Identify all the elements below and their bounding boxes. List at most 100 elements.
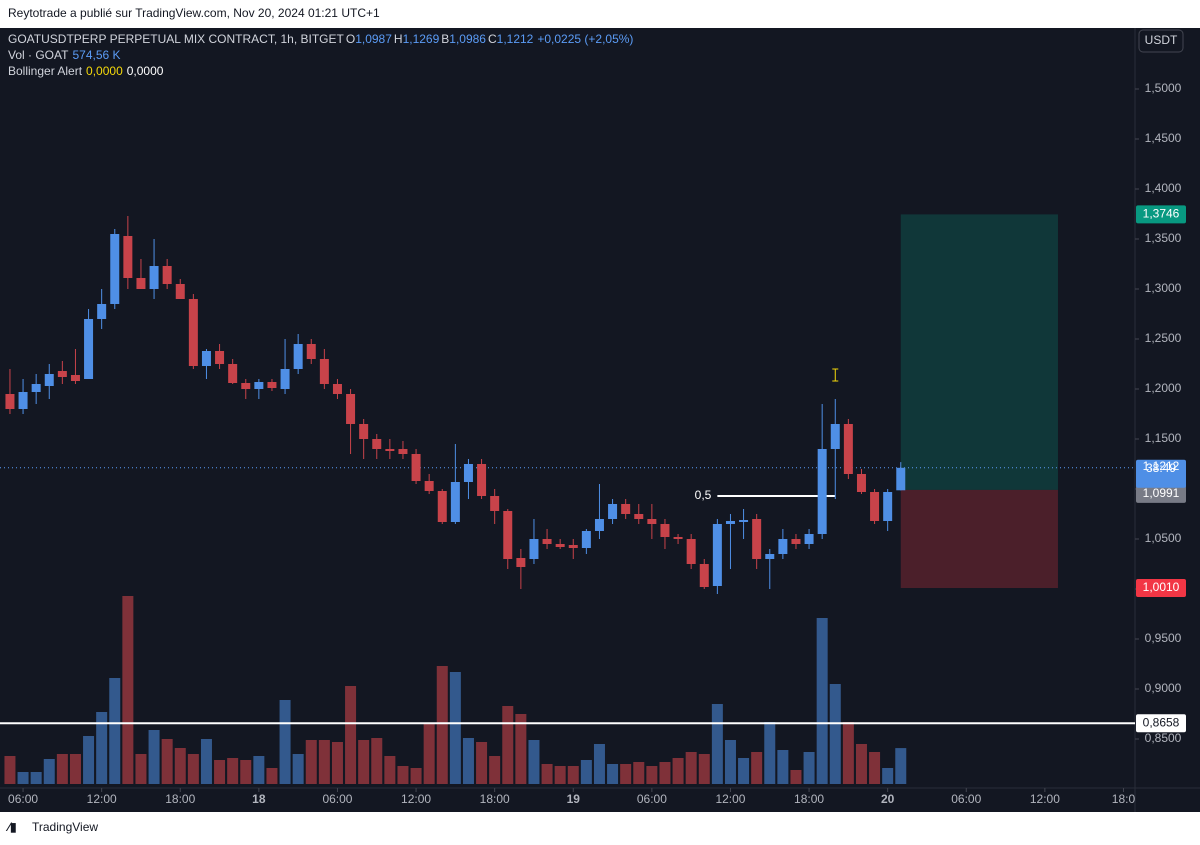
candle-body [424,481,434,491]
candle-body [856,474,866,492]
volume-bar [318,740,330,784]
volume-bar [371,738,383,784]
candle-body [241,383,251,389]
volume-bar [738,758,750,784]
last-price-label-box [1136,459,1186,488]
candle-body [280,369,290,389]
candle-body [529,539,539,559]
entry-label-box [1136,484,1186,503]
volume-bar [869,752,881,784]
volume-bar [685,752,697,784]
volume-bar [227,758,239,784]
candle-body [725,521,735,524]
volume-bar [4,756,16,784]
stop-label-box [1136,579,1186,597]
volume-bar [541,764,553,784]
volume-bar [698,754,710,784]
fib-label: 0,5 [695,488,712,502]
volume-bar [882,768,894,784]
volume-bar [803,752,815,784]
volume-bar [358,740,370,784]
volume-bar [528,740,540,784]
y-tick-label: 1,5000 [1145,81,1182,95]
y-tick-label: 1,3000 [1145,281,1182,295]
candle-body [621,504,631,514]
legend-value: 1,0986 [449,32,486,46]
volume-bar [397,766,409,784]
volume-bar [423,724,435,784]
alert-value: 0,0000 [127,64,164,78]
x-tick-label: 06:00 [8,792,38,806]
volume-bar [109,678,121,784]
candle-body [581,531,591,548]
x-tick-label: 20 [881,792,895,806]
x-tick-label: 12:00 [1030,792,1060,806]
y-tick-label: 1,4000 [1145,181,1182,195]
countdown: 38:49 [1146,461,1176,475]
candle-body [686,539,696,564]
candle-body [398,449,408,454]
legend-key: B [441,32,449,46]
legend-title: GOATUSDTPERP PERPETUAL MIX CONTRACT, 1h,… [8,32,345,46]
x-tick-label: 06:00 [322,792,352,806]
volume-bar [829,684,841,784]
volume-bar [174,748,186,784]
volume-bar [489,756,501,784]
brand: TradingView [32,820,98,834]
candle-body [267,382,277,388]
volume-bar [816,618,828,784]
candle-body [804,534,814,544]
volume-bar [384,756,396,784]
x-tick-label: 18 [252,792,266,806]
x-tick-label: 12:00 [87,792,117,806]
y-tick-label: 0,8500 [1145,731,1182,745]
x-tick-label: 12:00 [401,792,431,806]
volume-bar [633,762,645,784]
volume-bar [567,766,579,784]
published-note: Reytotrade a publié sur TradingView.com,… [8,6,380,20]
legend-value: 1,0987 [355,32,392,46]
candle-body [896,467,906,491]
candle-body [175,284,185,299]
candle-body [660,524,670,537]
volume-bar [711,704,723,784]
volume-bar [266,768,278,784]
volume-bar [593,744,605,784]
currency-box[interactable] [1138,29,1184,53]
candle-body [57,371,67,377]
candle-body [791,539,801,544]
candle-body [411,454,421,481]
volume-bar [777,750,789,784]
alert-marker [832,368,839,382]
volume-bar [476,742,488,784]
chart-pane [0,28,1200,812]
volume-legend: Vol · GOAT [8,48,69,62]
candle-body [516,558,526,567]
target-label: 1,3746 [1143,207,1180,221]
candle-body [293,344,303,369]
x-tick-label: 06:00 [637,792,667,806]
volume-bar [214,760,226,784]
volume-bar [580,760,592,784]
volume-bar [122,596,134,784]
candle-body [778,539,788,554]
brand-logo: ⁄▮ [5,820,17,834]
candle-body [110,234,120,304]
candle-body [542,539,552,544]
volume-bar [620,764,632,784]
candle-body [555,544,565,547]
candle-body [634,514,644,519]
candle-body [673,537,683,539]
volume-bar [187,754,199,784]
candle-body [490,496,500,511]
stop-zone [900,489,1058,588]
volume-bar [554,766,566,784]
volume-bar [69,754,81,784]
candle-body [870,492,880,521]
candle-body [346,394,356,424]
volume-bar [646,766,658,784]
candle-body [372,439,382,449]
volume-bar [43,759,55,784]
legend-value: 1,1269 [403,32,440,46]
candle-body [477,464,487,496]
